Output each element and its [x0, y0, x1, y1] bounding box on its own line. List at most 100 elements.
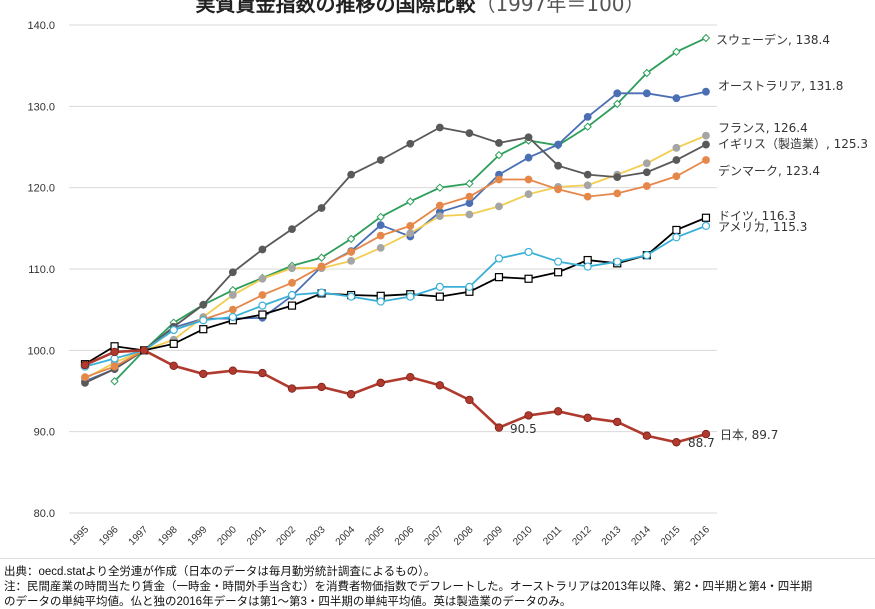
data-point — [613, 189, 622, 198]
data-point-diamond — [672, 47, 681, 57]
data-point — [228, 305, 237, 314]
data-point — [495, 139, 503, 147]
data-point — [406, 229, 415, 238]
data-point-circle — [258, 301, 267, 310]
chart-title: 実質賃金指数の推移の国際比較（1997年＝100） — [0, 0, 840, 17]
data-point-diamond — [317, 253, 326, 262]
series-4: デンマーク, 123.4 — [81, 156, 820, 382]
x-tick-label: 2012 — [570, 524, 594, 548]
data-point-circle — [701, 221, 711, 230]
y-tick-label: 80.0 — [34, 508, 55, 520]
data-point-square — [258, 310, 267, 319]
data-point — [258, 274, 267, 283]
series-label: 日本, 89.7 — [720, 428, 778, 442]
data-point — [672, 172, 681, 181]
footer-note: 注：民間産業の時間当たり賃金（一時金・時間外手当含む）を消費者物価指数でデフレー… — [4, 581, 813, 593]
data-point — [554, 161, 563, 170]
data-point-diamond — [583, 122, 592, 131]
data-point-square — [435, 292, 444, 301]
title-text: 実質賃金指数の推移の国際比較 — [195, 0, 476, 16]
data-point — [435, 381, 445, 390]
data-point-square — [554, 268, 563, 277]
data-point — [613, 89, 622, 98]
data-point — [553, 407, 563, 416]
data-point — [642, 89, 651, 98]
data-point-square — [199, 325, 208, 334]
x-tick-label: 2016 — [689, 524, 713, 548]
x-tick-label: 2002 — [275, 524, 299, 548]
data-point-circle — [672, 233, 681, 242]
series-line — [84, 126, 707, 384]
x-tick-label: 2009 — [482, 524, 506, 548]
data-point-circle — [347, 292, 356, 301]
data-point — [554, 140, 563, 149]
data-point-circle — [228, 312, 237, 322]
data-point — [435, 123, 444, 132]
data-point-diamond — [110, 377, 119, 386]
data-point — [81, 373, 89, 382]
x-tick-label: 2005 — [363, 524, 387, 548]
data-point — [376, 243, 385, 252]
x-tick-label: 1995 — [68, 524, 92, 548]
data-point — [495, 175, 503, 184]
series-line — [84, 349, 707, 444]
y-tick-label: 140.0 — [27, 20, 55, 32]
data-point — [672, 94, 681, 103]
y-tick-label: 90.0 — [34, 427, 55, 439]
data-point-circle — [583, 262, 592, 271]
data-point — [199, 300, 208, 309]
data-point — [613, 173, 622, 181]
x-tick-label: 1997 — [127, 524, 151, 548]
x-tick-label: 2006 — [393, 524, 417, 548]
data-point — [288, 264, 296, 273]
data-point-diamond — [613, 99, 622, 109]
data-point — [672, 156, 681, 164]
series-label: ドイツ, 116.3 — [718, 209, 796, 223]
data-point-circle — [406, 292, 415, 301]
data-point-circle — [465, 282, 474, 291]
series-line — [84, 216, 707, 365]
data-point-square — [524, 274, 533, 283]
x-tick-label: 2000 — [215, 524, 239, 548]
y-tick-label: 130.0 — [27, 101, 55, 113]
x-tick-label: 2001 — [245, 524, 269, 548]
data-point — [317, 204, 326, 212]
data-point — [583, 192, 592, 201]
data-point — [465, 192, 474, 201]
data-point — [495, 202, 503, 211]
data-point — [347, 256, 356, 265]
data-point-circle — [199, 316, 208, 325]
series-line — [84, 90, 707, 383]
series-label: オーストラリア, 131.8 — [718, 79, 843, 93]
title-subtitle: （1997年＝100） — [475, 0, 645, 16]
data-point — [406, 221, 415, 230]
x-tick-label: 1998 — [156, 524, 180, 548]
data-point — [701, 429, 711, 439]
data-point-circle — [613, 257, 622, 266]
footer-note-cont: のデータの単純平均値。仏と独の2016年データは第1～第3・四半期の単純平均値。… — [4, 596, 572, 608]
data-point-circle — [376, 297, 385, 306]
series-label: アメリカ, 115.3 — [718, 220, 807, 234]
data-point-diamond — [701, 33, 711, 43]
data-point — [258, 368, 267, 378]
data-point-square — [169, 339, 178, 348]
data-point — [80, 360, 90, 370]
data-point — [288, 225, 296, 234]
data-point — [317, 382, 326, 392]
data-point — [376, 231, 385, 240]
data-point — [346, 390, 356, 399]
data-point-square — [701, 213, 711, 222]
data-point — [376, 378, 385, 388]
data-point-diamond — [642, 68, 652, 78]
x-tick-label: 2015 — [659, 524, 683, 548]
series-label: スウェーデン, 138.4 — [716, 32, 830, 47]
data-point — [465, 199, 474, 208]
data-point — [583, 181, 592, 190]
y-tick-label: 110.0 — [28, 264, 55, 276]
data-point — [672, 438, 681, 447]
x-tick-label: 1996 — [97, 524, 121, 548]
data-point — [406, 372, 415, 382]
data-point — [435, 201, 444, 210]
data-point — [642, 168, 651, 177]
